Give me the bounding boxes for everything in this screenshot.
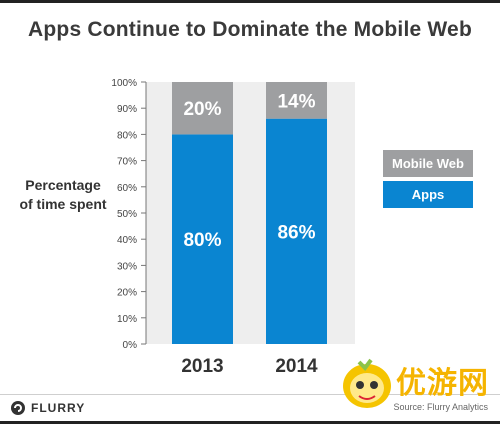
y-axis-label: Percentage of time spent [8, 176, 118, 214]
bar-apps-2014 [266, 118, 327, 345]
y-tick-label: 40% [117, 235, 137, 246]
flurry-logo: FLURRY [10, 400, 85, 416]
x-tick-label-2014: 2014 [275, 356, 318, 377]
y-axis-label-line2: of time spent [19, 196, 107, 212]
chart-title: Apps Continue to Dominate the Mobile Web [28, 18, 472, 41]
y-tick-label: 20% [117, 288, 137, 299]
y-tick-label: 50% [117, 209, 137, 220]
source-note: Source: Flurry Analytics [393, 402, 488, 412]
flurry-brand-text: FLURRY [31, 401, 86, 415]
x-tick-label-2013: 2013 [181, 356, 223, 377]
y-tick-label: 0% [123, 340, 138, 351]
y-tick-label: 90% [117, 104, 137, 115]
footer-divider [0, 394, 500, 395]
y-tick-label: 70% [117, 157, 137, 168]
bar-mobile-web-2014 [266, 82, 327, 119]
bar-apps-2013 [172, 134, 233, 344]
data-label-apps-2014: 86% [277, 222, 315, 243]
data-label-mobile-web-2013: 20% [183, 99, 221, 120]
legend-apps: Apps [383, 181, 473, 208]
data-label-apps-2013: 80% [183, 230, 221, 251]
y-tick-label: 30% [117, 261, 137, 272]
y-axis-label-line1: Percentage [25, 177, 101, 193]
y-tick-label: 60% [117, 183, 137, 194]
bar-mobile-web-2013 [172, 82, 233, 135]
watermark-text: 优游网 [396, 367, 489, 400]
data-label-mobile-web-2014: 14% [277, 91, 315, 112]
watermark-mascot-icon [343, 358, 391, 408]
legend-mobile-web: Mobile Web [383, 150, 473, 177]
bottom-rule [0, 421, 500, 424]
y-tick-label: 80% [117, 130, 137, 141]
y-tick-label: 100% [111, 78, 137, 89]
y-tick-label: 10% [117, 314, 137, 325]
top-rule [0, 0, 500, 3]
flurry-logo-icon [11, 401, 25, 415]
